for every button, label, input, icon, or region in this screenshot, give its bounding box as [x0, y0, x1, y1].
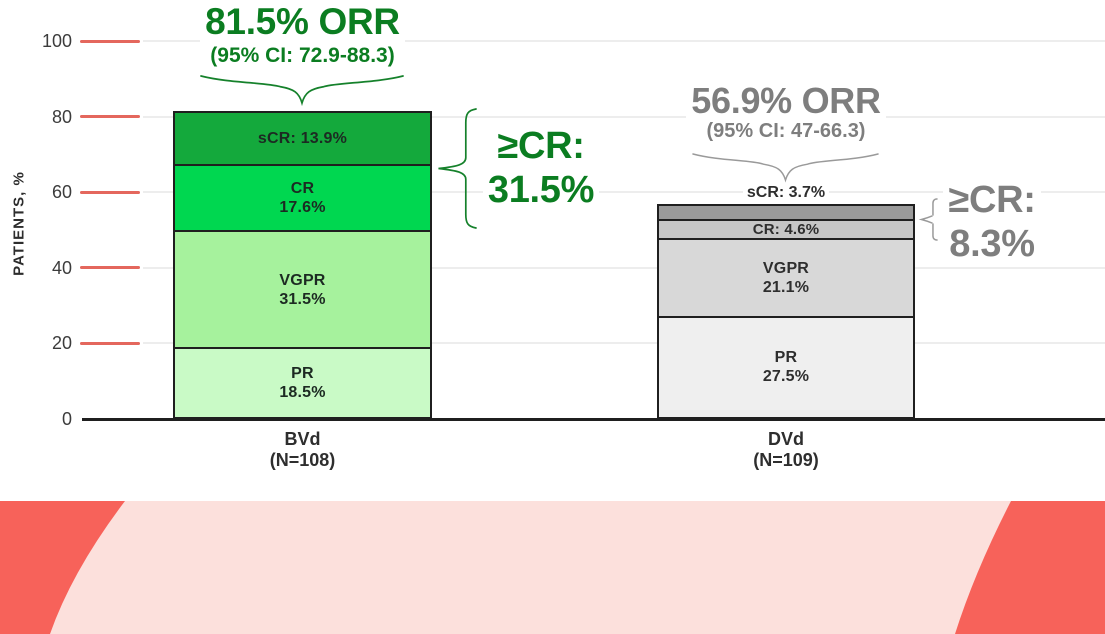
orr-title-text: 56.9% ORR: [686, 80, 886, 121]
bar-group-label-dvd: DVd (N=109): [696, 429, 876, 471]
bar-group-label-bvd: BVd (N=108): [213, 429, 393, 471]
tick-label-80: 80: [51, 106, 72, 127]
segment-scr-dvd: [659, 205, 913, 222]
tick-dash-40: [80, 266, 140, 270]
segment-label: VGPR: [762, 259, 810, 277]
segment-cr-dvd: CR: 4.6%: [659, 221, 913, 240]
segment-label: sCR: 13.9%: [257, 129, 348, 147]
ge-cr-line: ≥CR:: [926, 178, 1058, 222]
segment-label: VGPR: [279, 271, 326, 289]
x-axis-line: [82, 417, 1105, 421]
gridline-100: [143, 40, 1105, 42]
orr-ci-text: (95% CI: 72.9-88.3): [205, 44, 400, 67]
ge-cr-text: 31.5%: [482, 169, 600, 211]
gridline-60: [143, 191, 1105, 194]
tick-label-100: 100: [41, 31, 72, 51]
segment-label: PR: [291, 365, 314, 383]
ge-cr-line: ≥CR:: [472, 124, 610, 168]
tick-dash-20: [80, 341, 140, 345]
bar-dvd: CR: 4.6% VGPR 21.1% PR 27.5%: [657, 203, 915, 419]
tick-dash-100: [80, 39, 140, 43]
down-brace-icon-bvd: [200, 75, 404, 107]
segment-label-outside-scr: sCR: 3.7%: [696, 183, 876, 202]
down-brace-icon-dvd: [692, 153, 879, 183]
bar-n-label: (N=108): [269, 450, 336, 470]
segment-label: PR: [774, 349, 798, 367]
segment-cr-bvd: CR 17.6%: [175, 165, 430, 233]
orr-ci-text: (95% CI: 47-66.3): [701, 120, 871, 142]
ge-cr-line: 8.3%: [926, 222, 1058, 266]
orr-ci-bvd: (95% CI: 72.9-88.3): [123, 44, 483, 68]
banner-panel-shape: [50, 501, 1011, 634]
bar-category-label: DVd: [768, 429, 804, 449]
tick-label-0: 0: [61, 409, 72, 429]
ge-cr-text: ≥CR:: [492, 125, 590, 167]
bar-bvd: sCR: 13.9% CR 17.6% VGPR 31.5% PR 18.5%: [173, 110, 432, 419]
segment-label: 27.5%: [762, 368, 810, 386]
segment-pr-bvd: PR 18.5%: [175, 349, 430, 417]
segment-vgpr-bvd: VGPR 31.5%: [175, 232, 430, 350]
gridline-40: [143, 266, 1105, 269]
segment-label: sCR: 3.7%: [742, 183, 830, 201]
ge-cr-annotation-bvd: ≥CR: 31.5%: [472, 124, 610, 212]
ge-cr-text: ≥CR:: [943, 179, 1041, 221]
segment-label: 21.1%: [762, 278, 810, 296]
tick-label-60: 60: [51, 182, 72, 203]
orr-title-text: 81.5% ORR: [200, 1, 405, 42]
orr-ci-dvd: (95% CI: 47-66.3): [606, 120, 966, 143]
segment-scr-bvd: sCR: 13.9%: [175, 112, 430, 166]
segment-label: 17.6%: [279, 198, 326, 216]
bar-n-label: (N=109): [753, 450, 819, 470]
banner: Greater than 80% ORR with BVd and 30% of…: [0, 501, 1105, 634]
segment-label: CR: 4.6%: [752, 221, 820, 239]
side-brace-icon-dvd: [918, 198, 938, 241]
segment-label: 18.5%: [279, 384, 326, 402]
ge-cr-line: 31.5%: [472, 168, 610, 212]
tick-label-40: 40: [51, 257, 72, 278]
side-brace-icon-bvd: [438, 108, 477, 229]
tick-dash-60: [80, 190, 140, 194]
gridline-80: [143, 115, 1105, 118]
orr-title-dvd: 56.9% ORR: [606, 79, 966, 122]
y-axis-label: PATIENTS, %: [10, 171, 28, 276]
banner-background-shape: [0, 501, 1105, 634]
gridline-20: [143, 342, 1105, 345]
ge-cr-annotation-dvd: ≥CR: 8.3%: [926, 178, 1058, 266]
bar-category-label: BVd: [284, 429, 321, 449]
segment-label: CR: [290, 179, 315, 197]
segment-vgpr-dvd: VGPR 21.1%: [659, 239, 913, 318]
ge-cr-text: 8.3%: [944, 223, 1040, 265]
segment-label: 31.5%: [279, 290, 326, 308]
segment-pr-dvd: PR 27.5%: [659, 317, 913, 417]
orr-title-bvd: 81.5% ORR: [123, 0, 483, 43]
tick-dash-80: [80, 115, 140, 119]
tick-label-20: 20: [51, 333, 72, 354]
